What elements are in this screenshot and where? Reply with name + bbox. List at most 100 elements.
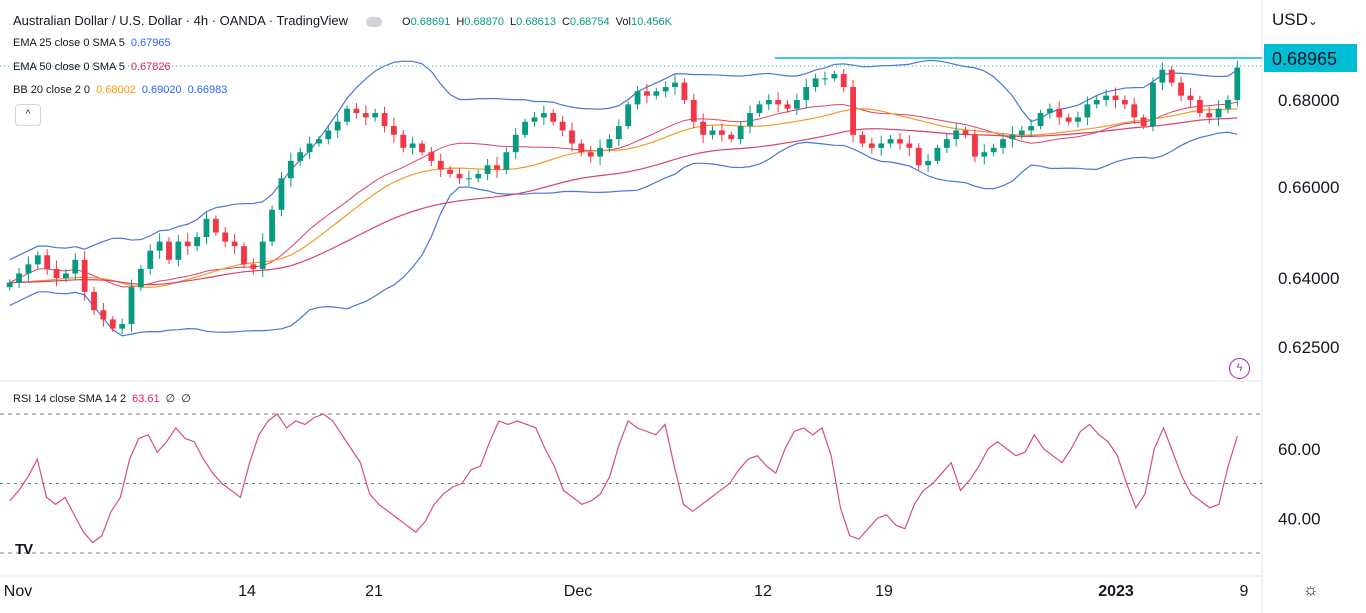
candle-body (362, 113, 369, 118)
candle-body (1037, 113, 1044, 127)
candle-body (184, 241, 191, 247)
chart-title[interactable]: Australian Dollar / U.S. Dollar · 4h · O… (13, 13, 348, 28)
candle-body (344, 108, 350, 122)
candle-body (606, 139, 613, 148)
candle-body (1084, 104, 1091, 118)
ema50-value: 0.67826 (130, 61, 171, 73)
candle-body (128, 287, 135, 324)
candle-body (475, 173, 482, 179)
currency-selector[interactable]: USD⌄ (1272, 10, 1318, 30)
candle-body (428, 152, 435, 161)
candle-body (812, 78, 819, 88)
candle-body (822, 78, 828, 80)
candle-body (1159, 69, 1166, 83)
candle-body (934, 147, 941, 161)
settings-icon[interactable]: ☼ (1303, 580, 1319, 599)
candle-body (316, 139, 322, 144)
candle-body (119, 324, 126, 329)
candle-body (1075, 117, 1081, 122)
candle-body (1018, 130, 1025, 135)
currency-label: USD (1272, 10, 1308, 29)
candle-body (81, 259, 88, 292)
ema50-label: EMA 50 close 0 SMA 5 (13, 61, 125, 73)
candle-body (194, 237, 201, 247)
candle-body (203, 218, 210, 238)
bollinger-upper-line (9, 59, 1238, 261)
candle-body (615, 126, 622, 140)
visibility-eye-icon[interactable] (366, 16, 382, 27)
candle-body (690, 100, 697, 122)
ohlc-readout: O0.68691 H0.68870 L0.68613 C0.68754 Vol10.45… (402, 16, 672, 28)
candle-body (250, 264, 257, 269)
bb-label: BB 20 close 2 0 (13, 84, 91, 96)
legend-ema25[interactable]: EMA 25 close 0 SMA 5 0.67965 (13, 37, 177, 49)
candle-body (990, 147, 997, 153)
candle-body (1009, 134, 1016, 140)
candle-body (222, 232, 229, 242)
time-tick-label: 21 (365, 583, 383, 600)
price-tick-label: 0.68000 (1278, 91, 1339, 110)
candle-body (578, 143, 585, 153)
flash-icon[interactable]: ϟ (1229, 358, 1250, 379)
candle-body (156, 241, 163, 251)
candle-body (512, 134, 519, 153)
candle-body (868, 143, 875, 148)
candle-body (1187, 95, 1194, 100)
candle-body (897, 139, 903, 144)
candle-body (709, 130, 716, 135)
candle-body (756, 104, 763, 114)
legend-rsi[interactable]: RSI 14 close SMA 14 2 63.61 ∅ ∅ (13, 392, 197, 405)
candle-body (1046, 108, 1053, 114)
candle-body (737, 126, 744, 140)
candle-body (550, 113, 557, 122)
legend-ema50[interactable]: EMA 50 close 0 SMA 5 0.67826 (13, 61, 177, 73)
rsi-tick-label: 40.00 (1278, 509, 1321, 528)
candle-body (1131, 104, 1138, 118)
candle-body (531, 117, 538, 122)
candle-body (391, 126, 397, 135)
candle-body (634, 91, 641, 105)
candle-body (765, 100, 772, 105)
candle-body (269, 209, 275, 242)
candle-body (1196, 100, 1203, 114)
candle-body (1056, 108, 1063, 118)
candle-body (1215, 108, 1222, 118)
candle-body (840, 74, 847, 88)
candle-body (137, 268, 144, 288)
tradingview-logo-icon[interactable]: TV (15, 541, 33, 558)
candle-body (728, 134, 735, 140)
candle-body (175, 241, 182, 260)
candle-body (793, 100, 800, 109)
candle-body (109, 319, 116, 329)
candle-body (1140, 117, 1147, 127)
candle-body (1168, 69, 1175, 83)
legend-bb[interactable]: BB 20 close 2 0 0.68002 0.69020 0.66983 (13, 84, 233, 96)
candle-body (943, 139, 950, 148)
ema25-label: EMA 25 close 0 SMA 5 (13, 37, 125, 49)
candle-body (775, 100, 782, 105)
candle-body (850, 87, 856, 135)
candle-body (653, 91, 660, 96)
candle-body (147, 250, 154, 269)
bb-lower-value: 0.66983 (187, 84, 228, 96)
candle-body (1150, 82, 1156, 127)
candle-body (644, 91, 650, 96)
candle-body (287, 160, 294, 179)
candle-body (437, 160, 444, 170)
candle-body (334, 121, 341, 131)
legend-title-line: Australian Dollar / U.S. Dollar · 4h · O… (13, 13, 684, 28)
candle-body (1178, 82, 1184, 96)
collapse-legend-button[interactable]: ^ (15, 104, 41, 126)
time-tick-label: 14 (238, 583, 256, 600)
rsi-value: 63.61 (132, 393, 160, 405)
candle-body (306, 143, 313, 153)
current-price-tag (1264, 44, 1357, 72)
price-tick-label: 0.66000 (1278, 178, 1339, 197)
ema50-line (9, 117, 1238, 286)
candle-body (231, 241, 238, 247)
candle-body (400, 134, 407, 148)
candle-body (803, 87, 810, 100)
candle-body (1225, 100, 1231, 109)
